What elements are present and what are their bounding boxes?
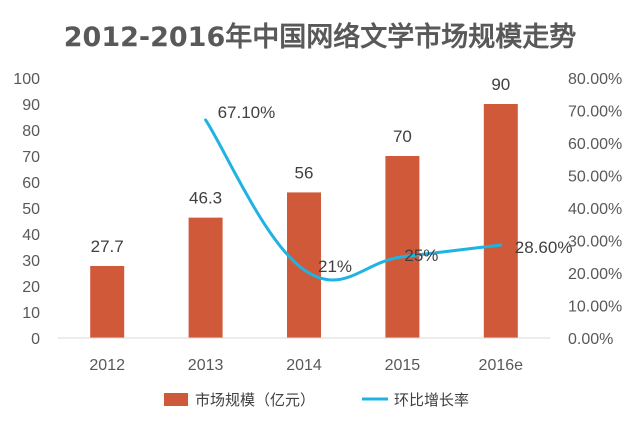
- right-axis: 0.00% 10.00% 20.00% 30.00% 40.00% 50.00% 60.00…: [568, 71, 622, 348]
- y-left-tick-label: 10: [22, 305, 40, 322]
- bar: [287, 192, 321, 338]
- legend: 市场规模（亿元） 环比增长率: [164, 391, 469, 409]
- x-tick-label: 2012: [89, 357, 125, 374]
- bar-data-label: 27.7: [91, 237, 124, 256]
- bar: [188, 217, 223, 338]
- line-data-label: 28.60%: [515, 238, 573, 257]
- line-data-label: 21%: [318, 257, 352, 276]
- y-left-tick-label: 30: [22, 253, 40, 270]
- line-data-labels: 67.10% 21% 25% 28.60%: [218, 103, 573, 276]
- x-tick-label: 2013: [188, 357, 224, 374]
- bar-data-labels: 27.7 46.3 56 70 90: [91, 75, 511, 256]
- y-left-tick-label: 20: [22, 279, 40, 296]
- bar-data-label: 56: [295, 163, 314, 182]
- line-data-label: 67.10%: [218, 103, 276, 122]
- y-left-tick-label: 50: [22, 201, 40, 218]
- y-left-tick-label: 100: [13, 71, 40, 88]
- y-right-tick-label: 60.00%: [568, 136, 622, 153]
- y-left-tick-label: 60: [22, 175, 40, 192]
- y-right-tick-label: 30.00%: [568, 234, 622, 251]
- y-right-tick-label: 80.00%: [568, 71, 622, 88]
- x-axis: 2012 2013 2014 2015 2016e: [89, 357, 523, 374]
- line-data-label: 25%: [404, 246, 438, 265]
- left-axis: 0 10 20 30 40 50 60 70 80 90 100: [13, 71, 40, 348]
- y-right-tick-label: 50.00%: [568, 169, 622, 186]
- bar-data-label: 90: [491, 75, 510, 94]
- bar-data-label: 46.3: [189, 189, 222, 208]
- x-tick-label: 2015: [385, 357, 421, 374]
- legend-bar-swatch: [164, 393, 188, 406]
- x-tick-label: 2014: [286, 357, 322, 374]
- y-left-tick-label: 40: [22, 227, 40, 244]
- y-right-tick-label: 20.00%: [568, 266, 622, 283]
- y-right-tick-label: 10.00%: [568, 299, 622, 316]
- legend-line-label: 环比增长率: [394, 391, 469, 409]
- y-right-tick-label: 70.00%: [568, 104, 622, 121]
- x-tick-label: 2016e: [479, 357, 524, 374]
- bar: [483, 104, 518, 338]
- legend-bar-label: 市场规模（亿元）: [195, 391, 315, 409]
- y-left-tick-label: 70: [22, 149, 40, 166]
- y-right-tick-label: 40.00%: [568, 201, 622, 218]
- bar-series: [90, 104, 518, 338]
- chart-title: 2012-2016年中国网络文学市场规模走势: [64, 21, 577, 53]
- line-series: [204, 118, 503, 282]
- y-left-tick-label: 0: [31, 331, 40, 348]
- growth-rate-line: [204, 118, 503, 282]
- y-left-tick-label: 90: [22, 97, 40, 114]
- bar-data-label: 70: [393, 127, 412, 146]
- bar: [90, 265, 125, 338]
- y-left-tick-label: 80: [22, 123, 40, 140]
- y-right-tick-label: 0.00%: [568, 331, 613, 348]
- bar: [385, 156, 420, 338]
